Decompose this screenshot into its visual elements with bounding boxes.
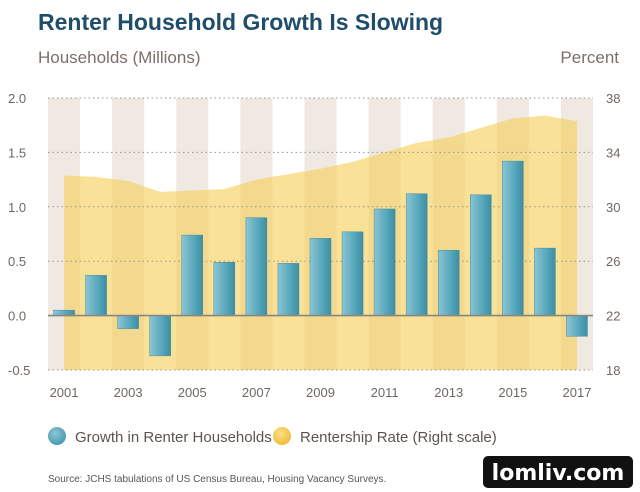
left-tick-5: -0.5 — [8, 363, 30, 378]
left-axis-title: Households (Millions) — [38, 48, 201, 67]
legend: Growth in Renter Households Rentership R… — [48, 427, 497, 446]
right-tick-2: 30 — [606, 200, 620, 215]
x-tick-2015: 2015 — [498, 385, 527, 400]
bar-2013 — [437, 250, 460, 316]
bar-2012 — [405, 193, 428, 316]
chart-title: Renter Household Growth Is Slowing — [38, 9, 443, 35]
left-tick-2: 1.0 — [8, 200, 26, 215]
x-tick-2005: 2005 — [178, 385, 207, 400]
x-axis-ticks: 2001 2003 2005 2007 2009 2011 2013 2015 2017 — [50, 385, 592, 400]
x-tick-2003: 2003 — [114, 385, 143, 400]
x-tick-2009: 2009 — [306, 385, 335, 400]
left-tick-0: 2.0 — [8, 91, 26, 106]
x-tick-2011: 2011 — [371, 385, 399, 400]
bar-2014 — [470, 194, 492, 316]
legend-bar-label: Growth in Renter Households — [75, 429, 272, 446]
left-tick-3: 0.5 — [8, 254, 26, 269]
bar-2008 — [277, 263, 300, 316]
x-tick-2013: 2013 — [434, 385, 463, 400]
growth-bars — [53, 160, 588, 357]
bar-2010 — [341, 231, 364, 316]
bar-2003 — [117, 315, 139, 329]
right-axis-ticks: 38 34 30 26 22 18 — [606, 91, 620, 378]
legend-bar-swatch — [48, 427, 66, 445]
bar-2001 — [53, 309, 75, 316]
bar-2006 — [213, 262, 236, 316]
bar-2009 — [309, 238, 332, 316]
x-tick-2017: 2017 — [563, 385, 592, 400]
bar-2016 — [534, 247, 556, 316]
bar-2017 — [566, 315, 588, 337]
x-tick-2007: 2007 — [242, 385, 271, 400]
watermark: lomliv.com — [483, 456, 633, 488]
watermark-text: lomliv.com — [492, 461, 625, 486]
bar-2007 — [245, 217, 268, 316]
legend-area-label: Rentership Rate (Right scale) — [300, 429, 497, 446]
left-tick-4: 0.0 — [8, 309, 26, 324]
watermark-box — [483, 456, 633, 488]
right-tick-3: 26 — [606, 254, 620, 269]
bar-2002 — [85, 275, 107, 316]
gridlines — [48, 97, 593, 371]
left-tick-1: 1.5 — [8, 145, 26, 160]
x-tick-2001: 2001 — [50, 385, 79, 400]
left-axis-ticks: 2.0 1.5 1.0 0.5 0.0 -0.5 — [8, 91, 30, 378]
bar-2015 — [502, 160, 524, 316]
right-axis-title: Percent — [560, 48, 619, 67]
bar-2005 — [181, 234, 204, 316]
right-tick-4: 22 — [606, 309, 620, 324]
right-tick-5: 18 — [606, 363, 620, 378]
right-tick-1: 34 — [606, 145, 620, 160]
legend-area-swatch — [273, 427, 291, 445]
bar-2011 — [373, 208, 396, 316]
bar-2004 — [149, 315, 171, 357]
right-tick-0: 38 — [606, 91, 620, 106]
source-note: Source: JCHS tabulations of US Census Bu… — [48, 474, 386, 485]
